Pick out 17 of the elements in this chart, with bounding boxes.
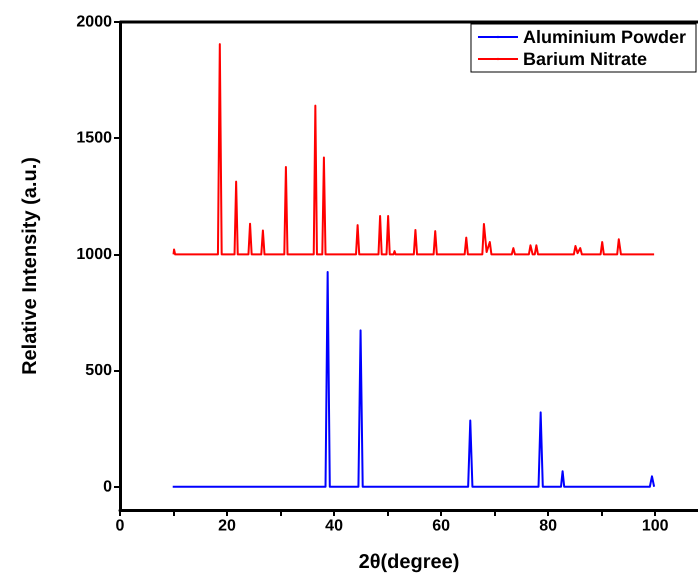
y-tick-label: 2000 [76,14,112,30]
y-axis-title: Relative Intensity (a.u.) [19,157,41,375]
y-tick-label: 1000 [76,246,112,263]
line-series [172,271,656,488]
y-tick-label: 0 [103,478,112,496]
x-tick-label: 0 [116,518,125,534]
x-axis-title: 2θ(degree) [358,551,460,573]
y-tick-label: 500 [85,362,112,380]
x-tick-label: 40 [325,518,344,534]
legend-label: Aluminium Powder [522,27,686,47]
legend-label: Barium Nitrate [522,49,648,69]
y-tick-label: 1500 [76,130,112,147]
x-tick-label: 80 [539,518,558,534]
x-tick-label: 100 [642,518,669,534]
line-series [172,43,656,256]
x-tick-label: 60 [432,518,450,534]
x-tick-label: 20 [218,518,236,534]
